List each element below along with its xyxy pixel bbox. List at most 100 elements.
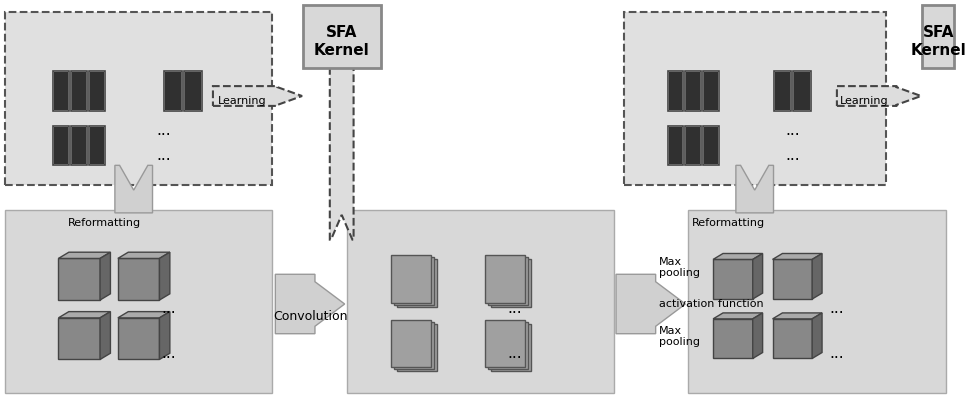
FancyBboxPatch shape — [89, 126, 105, 165]
FancyBboxPatch shape — [668, 126, 683, 165]
FancyBboxPatch shape — [5, 12, 272, 185]
FancyBboxPatch shape — [491, 259, 531, 307]
Text: ...: ... — [161, 302, 175, 316]
FancyBboxPatch shape — [5, 210, 272, 393]
FancyBboxPatch shape — [686, 127, 701, 164]
FancyBboxPatch shape — [58, 258, 100, 300]
Polygon shape — [58, 312, 110, 318]
FancyBboxPatch shape — [713, 259, 753, 299]
FancyBboxPatch shape — [703, 126, 719, 165]
FancyBboxPatch shape — [185, 72, 201, 110]
Polygon shape — [275, 274, 345, 334]
FancyBboxPatch shape — [53, 71, 70, 111]
Text: Learning: Learning — [218, 96, 266, 106]
FancyBboxPatch shape — [394, 322, 434, 369]
FancyBboxPatch shape — [118, 318, 160, 359]
FancyBboxPatch shape — [54, 72, 69, 110]
Text: Reformatting: Reformatting — [692, 218, 765, 228]
FancyBboxPatch shape — [73, 72, 86, 110]
Text: SFA
Kernel: SFA Kernel — [911, 25, 967, 58]
FancyBboxPatch shape — [773, 71, 792, 111]
FancyBboxPatch shape — [795, 72, 810, 110]
FancyBboxPatch shape — [397, 324, 437, 371]
Text: ...: ... — [785, 148, 799, 163]
Text: ...: ... — [508, 346, 522, 361]
FancyBboxPatch shape — [488, 257, 528, 305]
FancyBboxPatch shape — [347, 210, 614, 393]
Polygon shape — [837, 86, 922, 106]
Polygon shape — [753, 313, 763, 358]
FancyBboxPatch shape — [685, 71, 702, 111]
FancyBboxPatch shape — [118, 258, 160, 300]
FancyBboxPatch shape — [703, 71, 719, 111]
FancyBboxPatch shape — [688, 210, 946, 393]
Polygon shape — [713, 253, 763, 259]
FancyBboxPatch shape — [713, 319, 753, 358]
FancyBboxPatch shape — [794, 71, 811, 111]
Polygon shape — [772, 313, 822, 319]
FancyBboxPatch shape — [165, 71, 182, 111]
FancyBboxPatch shape — [89, 71, 105, 111]
Text: SFA
Kernel: SFA Kernel — [314, 25, 369, 58]
FancyBboxPatch shape — [624, 12, 887, 185]
FancyBboxPatch shape — [53, 126, 70, 165]
FancyBboxPatch shape — [669, 72, 682, 110]
Text: Max
pooling: Max pooling — [659, 257, 700, 278]
Text: Max
pooling: Max pooling — [659, 326, 700, 348]
Text: ...: ... — [785, 123, 799, 138]
FancyBboxPatch shape — [668, 71, 683, 111]
Polygon shape — [735, 165, 773, 213]
Text: ...: ... — [156, 148, 171, 163]
FancyBboxPatch shape — [72, 126, 87, 165]
Polygon shape — [812, 253, 822, 299]
Polygon shape — [118, 252, 170, 258]
FancyBboxPatch shape — [391, 255, 431, 303]
FancyBboxPatch shape — [90, 127, 104, 164]
Polygon shape — [213, 86, 302, 106]
FancyBboxPatch shape — [394, 257, 434, 305]
FancyBboxPatch shape — [669, 127, 682, 164]
FancyBboxPatch shape — [184, 71, 203, 111]
Polygon shape — [812, 313, 822, 358]
Text: Convolution: Convolution — [272, 310, 347, 323]
FancyBboxPatch shape — [391, 320, 431, 367]
Polygon shape — [115, 165, 152, 213]
Polygon shape — [753, 253, 763, 299]
Polygon shape — [772, 253, 822, 259]
FancyBboxPatch shape — [704, 72, 718, 110]
FancyBboxPatch shape — [685, 126, 702, 165]
Text: ...: ... — [508, 302, 522, 316]
FancyBboxPatch shape — [488, 322, 528, 369]
Text: ...: ... — [156, 123, 171, 138]
FancyBboxPatch shape — [485, 255, 525, 303]
FancyBboxPatch shape — [485, 320, 525, 367]
Text: Learning: Learning — [840, 96, 889, 106]
FancyBboxPatch shape — [72, 71, 87, 111]
FancyBboxPatch shape — [397, 259, 437, 307]
FancyBboxPatch shape — [303, 5, 382, 68]
FancyBboxPatch shape — [772, 259, 812, 299]
Polygon shape — [118, 312, 170, 318]
FancyBboxPatch shape — [704, 127, 718, 164]
Text: ...: ... — [829, 302, 844, 316]
Polygon shape — [100, 252, 110, 300]
Polygon shape — [616, 274, 685, 334]
FancyBboxPatch shape — [686, 72, 701, 110]
FancyBboxPatch shape — [774, 72, 791, 110]
Polygon shape — [713, 313, 763, 319]
FancyBboxPatch shape — [166, 72, 181, 110]
FancyBboxPatch shape — [922, 5, 953, 68]
FancyBboxPatch shape — [90, 72, 104, 110]
Polygon shape — [329, 12, 354, 240]
FancyBboxPatch shape — [54, 127, 69, 164]
FancyBboxPatch shape — [491, 324, 531, 371]
FancyBboxPatch shape — [73, 127, 86, 164]
Text: activation function: activation function — [659, 299, 764, 309]
Polygon shape — [160, 312, 170, 359]
Text: ...: ... — [161, 346, 175, 361]
Polygon shape — [100, 312, 110, 359]
Text: Reformatting: Reformatting — [68, 218, 141, 228]
Polygon shape — [58, 252, 110, 258]
FancyBboxPatch shape — [772, 319, 812, 358]
Polygon shape — [160, 252, 170, 300]
